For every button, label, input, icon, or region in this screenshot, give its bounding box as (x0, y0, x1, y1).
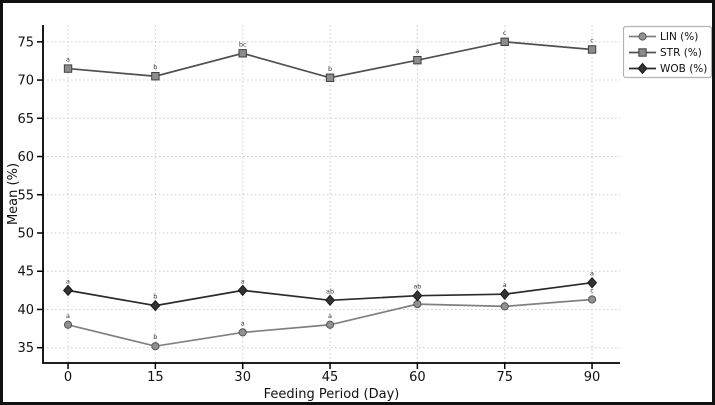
point-significance-label: c (590, 36, 594, 44)
data-point-marker-circle (325, 320, 335, 329)
data-point-marker-square (413, 55, 422, 65)
y-tick-label: 40 (17, 303, 34, 318)
point-significance-label: b (153, 63, 157, 71)
data-point-marker-circle (238, 328, 247, 337)
legend-label: STR (%) (660, 47, 702, 59)
data-point-marker-square (325, 73, 335, 82)
legend-label: LIN (%) (660, 31, 698, 43)
data-point-marker-diamond (324, 294, 336, 307)
x-tick-label: 90 (584, 370, 601, 385)
legend-label: WOB (%) (660, 63, 707, 75)
y-tick-label: 35 (17, 341, 34, 356)
data-point-marker-diamond (412, 289, 423, 302)
data-point-marker-circle (63, 320, 73, 329)
y-tick-label: 70 (17, 74, 34, 89)
y-tick-label: 55 (17, 188, 34, 203)
point-significance-label: a (241, 277, 245, 285)
line-chart: 3540455055606570750153045607590abaaccabb… (17, 25, 712, 385)
series-wob (62, 276, 598, 312)
data-point-marker-diamond (637, 62, 648, 75)
data-point-marker-circle (638, 32, 647, 41)
point-significance-label: b (153, 293, 157, 301)
x-tick-label: 45 (322, 370, 339, 385)
point-significance-label: a (503, 281, 507, 289)
data-point-marker-circle (413, 300, 422, 309)
y-tick-label: 75 (17, 35, 34, 50)
data-point-marker-circle (151, 342, 160, 351)
x-tick-label: 0 (64, 370, 72, 385)
data-point-marker-square (63, 64, 73, 73)
point-significance-label: a (590, 270, 594, 278)
legend-item (629, 62, 656, 75)
data-point-marker-square (587, 45, 597, 54)
data-point-marker-diamond (237, 284, 248, 297)
y-tick-label: 50 (17, 227, 34, 242)
y-tick-label: 60 (17, 150, 34, 165)
data-point-marker-diamond (150, 299, 161, 312)
x-tick-label: 75 (496, 370, 513, 385)
data-point-marker-square (151, 72, 160, 81)
point-significance-label: ab (413, 283, 421, 291)
data-point-marker-square (500, 37, 509, 47)
data-point-marker-diamond (586, 276, 598, 289)
data-point-marker-diamond (499, 288, 510, 300)
y-axis-title: Mean (%) (6, 162, 21, 226)
data-point-marker-diamond (62, 284, 74, 297)
data-point-marker-square (238, 49, 247, 58)
point-significance-label: b (153, 333, 157, 341)
point-significance-label: c (590, 287, 594, 295)
legend-item (629, 32, 656, 41)
point-significance-label: a (415, 47, 419, 55)
y-tick-label: 65 (17, 112, 34, 127)
data-point-marker-square (638, 48, 647, 57)
point-significance-label: ab (326, 287, 334, 295)
data-point-marker-circle (587, 295, 597, 304)
point-significance-label: a (66, 312, 70, 320)
x-tick-label: 15 (147, 370, 164, 385)
point-significance-label: a (328, 312, 332, 320)
legend (622, 25, 712, 79)
point-significance-label: a (66, 277, 70, 285)
y-tick-label: 45 (17, 265, 34, 280)
legend-item (629, 48, 656, 57)
x-tick-label: 60 (409, 370, 426, 385)
point-significance-label: a (241, 319, 245, 327)
point-significance-label: c (503, 29, 507, 37)
point-significance-label: bc (239, 40, 247, 48)
series-str (63, 37, 597, 82)
series-lin (63, 295, 597, 351)
data-point-marker-circle (500, 302, 509, 311)
point-significance-label: b (328, 65, 332, 73)
x-tick-label: 30 (234, 370, 251, 385)
x-axis-title: Feeding Period (Day) (263, 387, 400, 402)
point-significance-label: a (66, 56, 70, 64)
